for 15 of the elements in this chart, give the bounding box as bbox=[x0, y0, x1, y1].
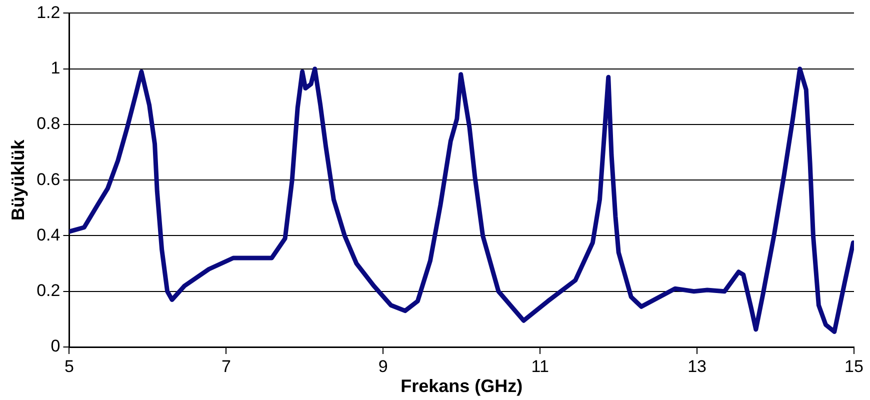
y-tick-label: 1 bbox=[50, 58, 60, 78]
y-tick-label: 1.2 bbox=[36, 2, 60, 22]
x-axis-title: Frekans (GHz) bbox=[400, 376, 523, 396]
x-tick-label: 15 bbox=[844, 356, 864, 376]
y-tick-label: 0.6 bbox=[36, 170, 60, 189]
y-tick-label: 0.8 bbox=[36, 114, 60, 134]
x-tick-label: 11 bbox=[531, 356, 549, 376]
x-tick-label: 7 bbox=[221, 356, 231, 376]
x-tick-label: 5 bbox=[64, 356, 74, 376]
y-axis-title: Büyüklük bbox=[8, 138, 28, 221]
y-tick-label: 0.2 bbox=[36, 281, 60, 300]
x-tick-label: 9 bbox=[378, 356, 388, 376]
x-tick-label: 13 bbox=[688, 356, 707, 376]
y-tick-label: 0.4 bbox=[36, 225, 60, 244]
y-tick-label: 0 bbox=[50, 336, 60, 356]
